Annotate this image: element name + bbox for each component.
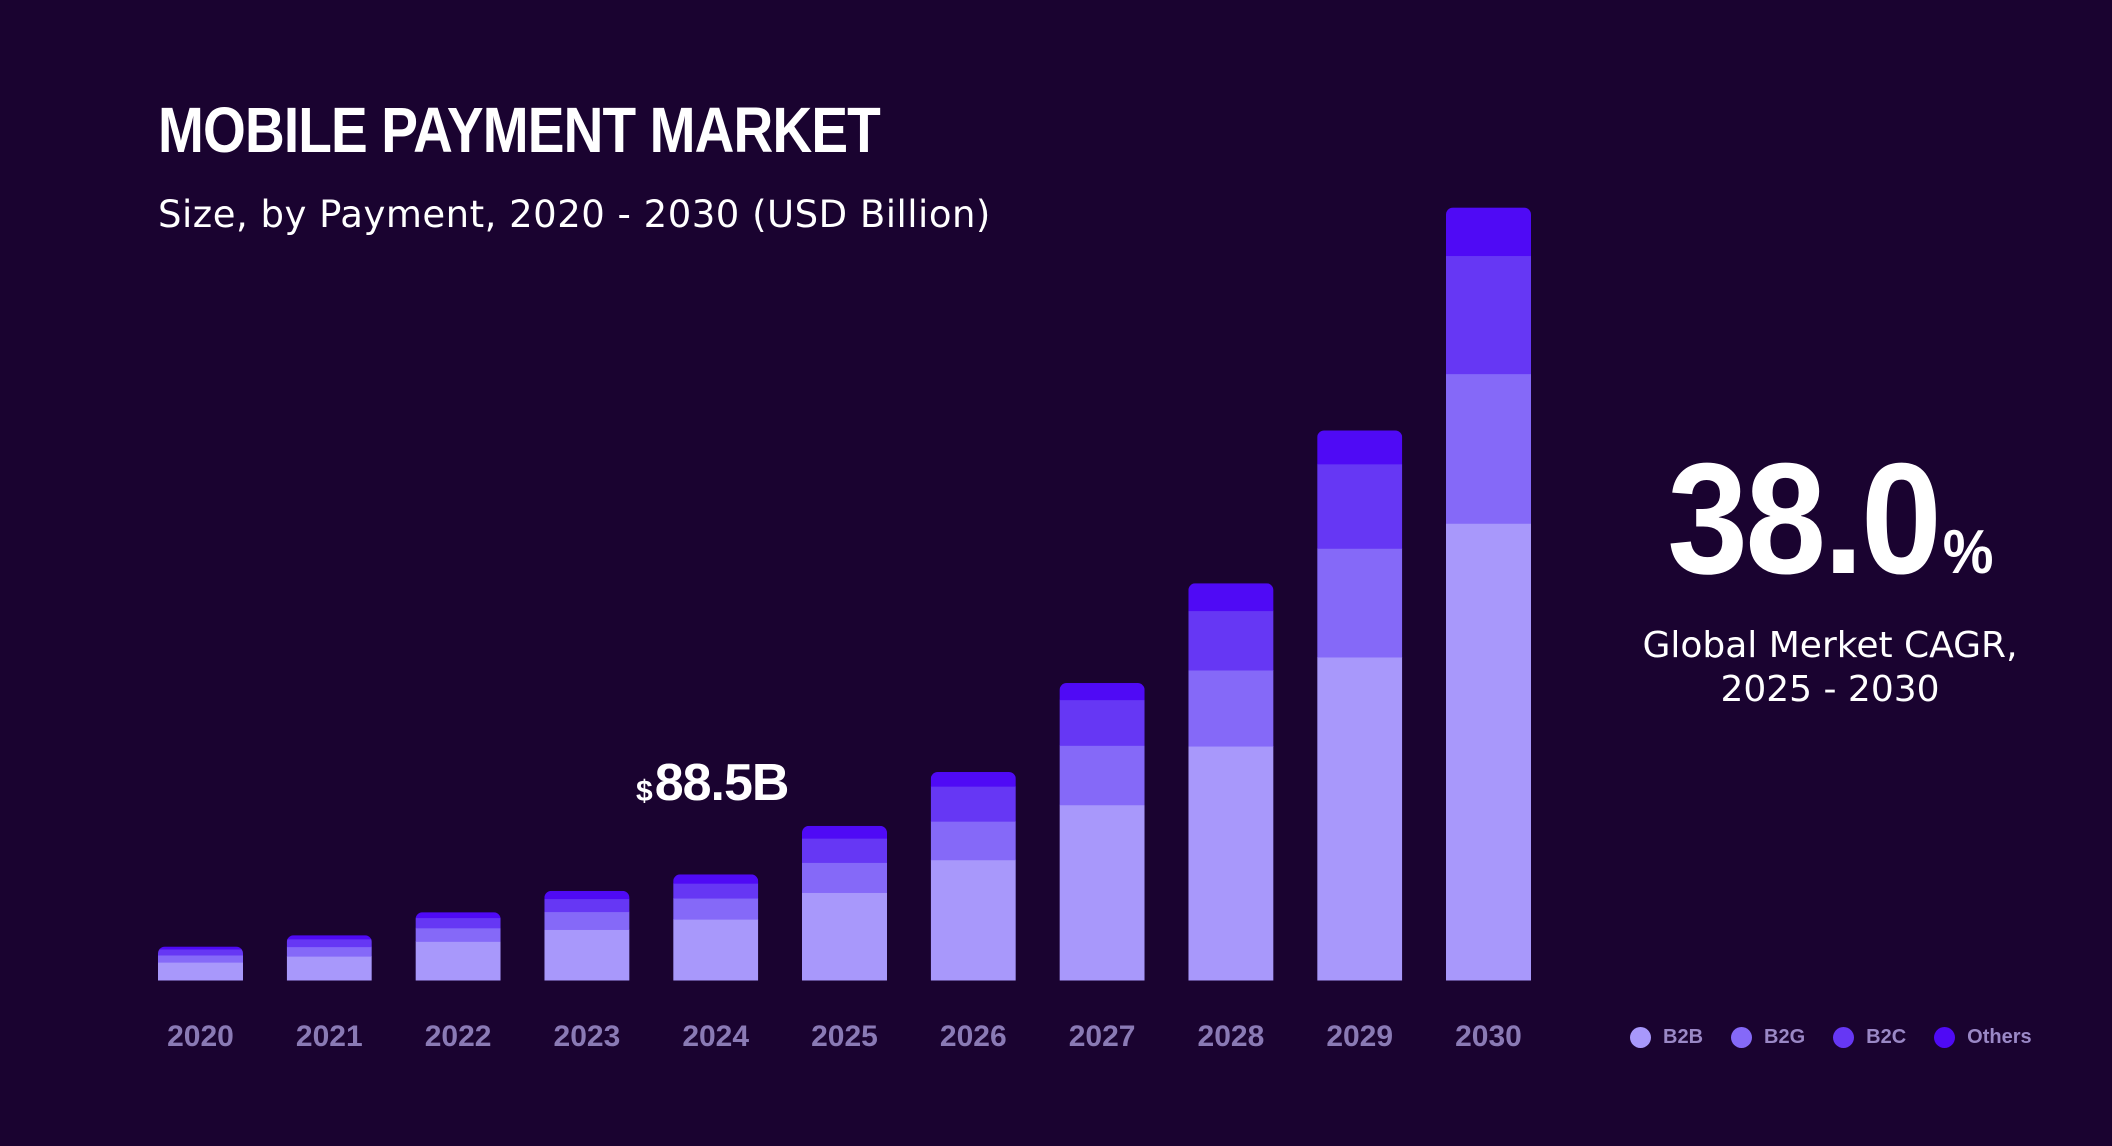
x-tick-label-2025: 2025 — [811, 1020, 878, 1053]
bar-2024-b2c — [673, 883, 759, 899]
legend-label-b2g: B2G — [1764, 1026, 1806, 1048]
bar-2026-b2c — [930, 786, 1016, 822]
bar-stack-2026 — [930, 771, 1016, 981]
bar-2025-b2g — [802, 862, 887, 893]
legend-swatch-others — [1934, 1027, 1956, 1048]
cagr-number: 38.0 — [1666, 431, 1942, 607]
bar-2028-others — [1188, 583, 1274, 612]
bar-2030-b2g — [1446, 373, 1531, 524]
bar-2029-others — [1317, 430, 1403, 465]
x-tick-label-2030: 2030 — [1455, 1020, 1522, 1053]
legend-swatch-b2b — [1630, 1027, 1651, 1048]
bar-2022-b2c — [415, 917, 501, 929]
bar-2027-others — [1059, 683, 1145, 701]
bar-2028-b2g — [1188, 670, 1274, 747]
bar-2024-others — [673, 874, 759, 884]
bar-stack-2030 — [1446, 207, 1531, 981]
bar-2022-others — [415, 912, 501, 919]
bar-stack-2025 — [802, 825, 887, 981]
bar-2026-others — [930, 771, 1016, 787]
chart-subtitle: Size, by Payment, 2020 - 2030 (USD Billi… — [158, 193, 991, 236]
x-tick-label-2022: 2022 — [425, 1020, 492, 1053]
cagr-caption: Global Merket CAGR, 2025 - 2030 — [1600, 624, 2060, 712]
legend-swatch-b2g — [1731, 1027, 1753, 1048]
bar-2025-b2b — [802, 892, 887, 981]
cagr-unit: % — [1942, 518, 1994, 587]
bar-2021-b2c — [286, 938, 372, 948]
bar-2022-b2g — [415, 927, 501, 942]
bar-stack-2029 — [1317, 430, 1403, 981]
bar-2023-b2b — [544, 929, 630, 981]
cagr-caption-line2: 2025 - 2030 — [1720, 669, 1940, 710]
bar-2025-b2c — [802, 838, 887, 863]
legend-item-b2g: B2G — [1731, 1026, 1805, 1049]
x-tick-label-2028: 2028 — [1198, 1020, 1265, 1053]
bar-stack-2024 — [673, 874, 759, 981]
bar-2029-b2b — [1317, 656, 1403, 981]
legend-item-b2b: B2B — [1630, 1026, 1703, 1049]
value-callout: $ 88.5B — [636, 754, 790, 812]
bar-2022-b2b — [415, 941, 501, 981]
bar-2030-b2b — [1446, 523, 1531, 981]
bar-2026-b2g — [930, 821, 1016, 861]
bar-2020-b2g — [158, 954, 243, 963]
bar-2020-others — [158, 946, 243, 950]
bar-2028-b2b — [1188, 746, 1274, 981]
cagr-panel: 38.0 % Global Merket CAGR, 2025 - 2030 — [1600, 440, 2060, 712]
bars-group — [158, 207, 1531, 981]
legend-label-others: Others — [1967, 1026, 2032, 1048]
legend-item-others: Others — [1934, 1026, 2032, 1049]
bar-2027-b2b — [1059, 804, 1145, 981]
bar-2023-b2g — [544, 911, 630, 930]
bar-2025-others — [802, 825, 887, 839]
bar-2023-others — [544, 890, 630, 900]
bar-2024-b2g — [673, 898, 759, 920]
bar-2020-b2c — [158, 949, 243, 956]
bar-2023-b2c — [544, 898, 630, 913]
bar-stack-2020 — [158, 946, 243, 981]
bar-2024-b2b — [673, 919, 759, 981]
chart-legend: B2B B2G B2C Others — [1630, 1026, 2032, 1049]
x-tick-label-2027: 2027 — [1069, 1020, 1136, 1053]
bar-stack-2023 — [544, 890, 630, 981]
callout-currency: $ — [636, 775, 653, 808]
x-tick-label-2023: 2023 — [554, 1020, 621, 1053]
bar-2028-b2c — [1188, 610, 1274, 671]
chart-title: MOBILE PAYMENT MARKET — [158, 94, 881, 166]
bar-2027-b2g — [1059, 745, 1145, 806]
x-tick-label-2026: 2026 — [940, 1020, 1007, 1053]
bar-2021-others — [286, 935, 372, 940]
x-tick-label-2024: 2024 — [682, 1020, 749, 1053]
x-axis-ticks: 2020 2021 2022 2023 2024 2025 2026 2027 2028 2029… — [167, 1020, 1522, 1053]
legend-label-b2b: B2B — [1663, 1026, 1704, 1048]
bar-stack-2027 — [1059, 683, 1145, 981]
x-tick-label-2029: 2029 — [1326, 1020, 1393, 1053]
bar-2021-b2b — [286, 956, 372, 981]
cagr-caption-line1: Global Merket CAGR, — [1642, 625, 2018, 666]
legend-label-b2c: B2C — [1866, 1026, 1907, 1048]
bar-stack-2021 — [286, 935, 372, 981]
legend-item-b2c: B2C — [1833, 1026, 1906, 1049]
x-tick-label-2021: 2021 — [296, 1020, 363, 1053]
cagr-value: 38.0 % — [1667, 440, 1993, 598]
bar-stack-2022 — [415, 912, 501, 981]
legend-swatch-b2c — [1833, 1027, 1855, 1048]
bar-2030-b2c — [1446, 255, 1531, 375]
callout-amount: 88.5B — [654, 754, 790, 812]
bar-2029-b2g — [1317, 548, 1403, 658]
bar-2020-b2b — [158, 962, 243, 981]
bar-2021-b2g — [286, 946, 372, 957]
bar-2029-b2c — [1317, 463, 1403, 549]
bar-stack-2028 — [1188, 583, 1274, 981]
bar-2030-others — [1446, 207, 1531, 257]
bar-2026-b2b — [930, 859, 1016, 981]
x-tick-label-2020: 2020 — [167, 1020, 234, 1053]
bar-2027-b2c — [1059, 699, 1145, 746]
